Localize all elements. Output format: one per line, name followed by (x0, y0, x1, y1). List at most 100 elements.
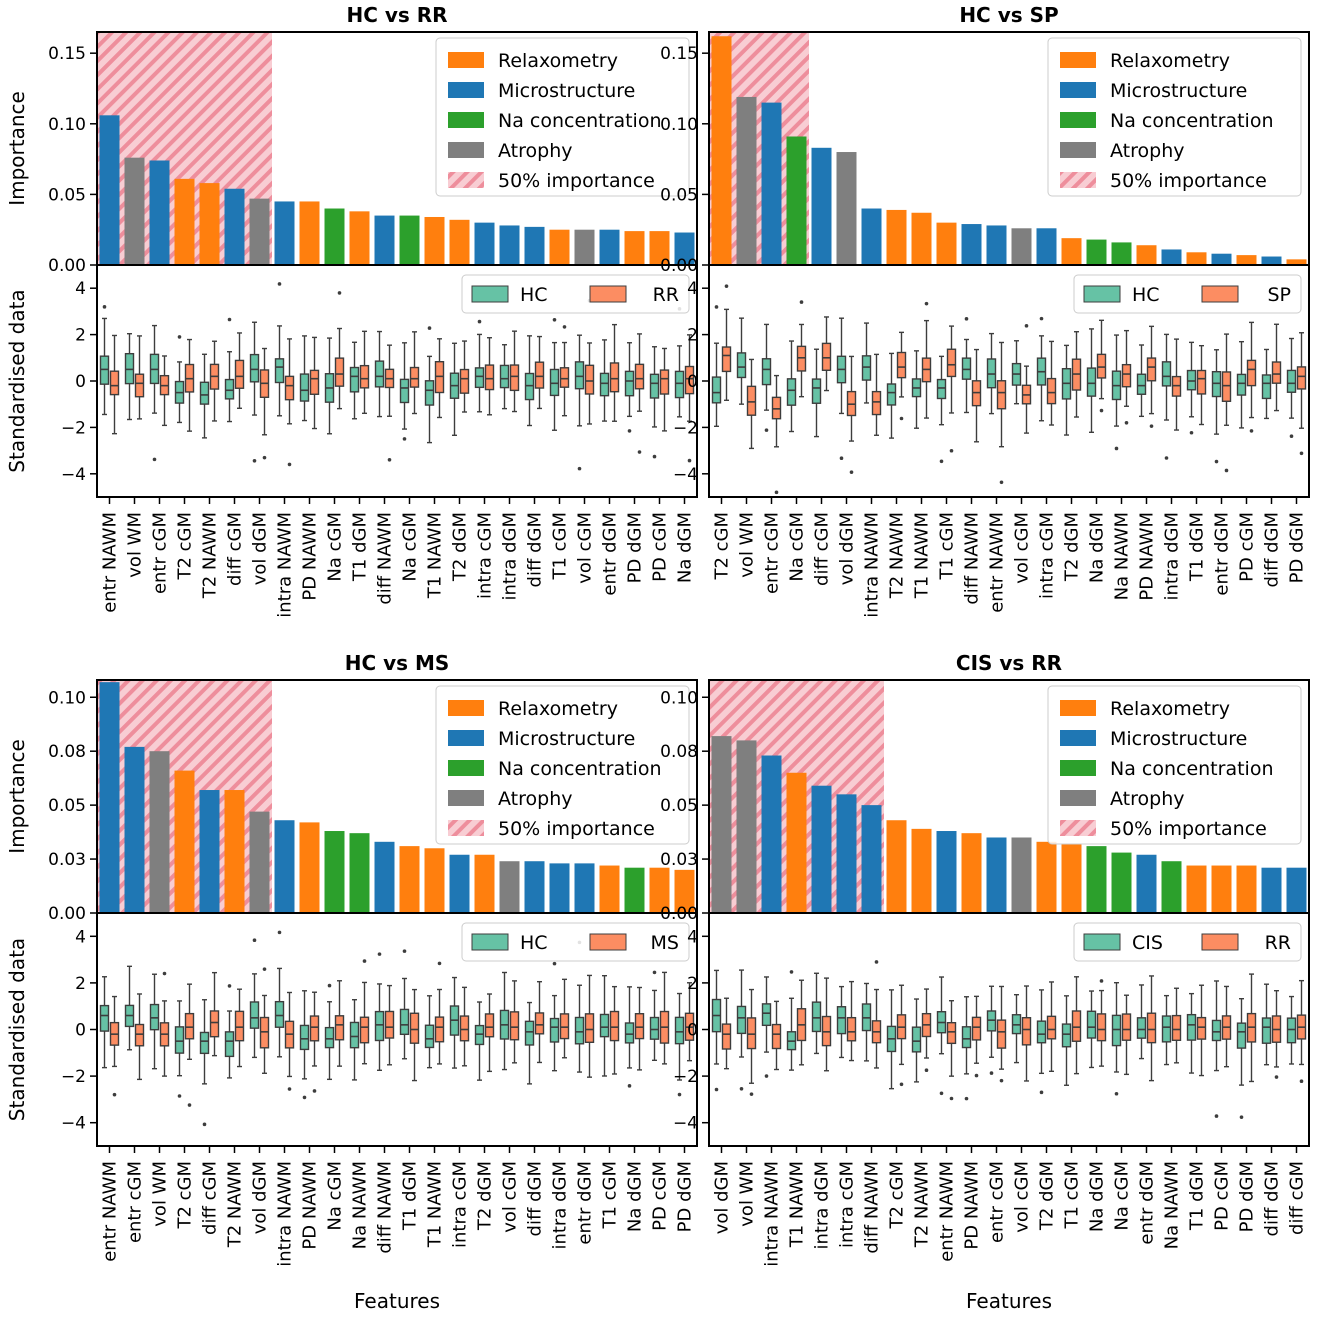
x-tick-label: T2 cGM (175, 512, 196, 581)
box-outlier (552, 961, 557, 966)
x-tick-label: Na cGM (787, 512, 808, 582)
legend-swatch (1060, 142, 1096, 158)
box-group2 (1121, 363, 1132, 388)
legend-label: Na concentration (498, 110, 662, 132)
box-group1 (1111, 1014, 1122, 1047)
importance-bar (424, 216, 445, 265)
x-tick-label: entr cGM (987, 1161, 1008, 1243)
box-group1 (499, 364, 510, 389)
box-outlier (652, 970, 657, 975)
box-group2 (1246, 359, 1257, 387)
legend-label: Na concentration (1110, 110, 1274, 132)
box-outlier (1189, 430, 1194, 435)
box-group2 (871, 390, 882, 416)
box-group1 (1136, 1017, 1147, 1039)
box-outlier (1114, 446, 1119, 451)
box-outlier (577, 466, 582, 471)
box-outlier (999, 480, 1004, 485)
legend-swatch (1201, 933, 1239, 951)
box-group2 (584, 1013, 595, 1043)
box-group1 (961, 1026, 972, 1049)
importance-bar (299, 822, 320, 913)
x-tick-label: T2 cGM (712, 512, 733, 581)
x-tick-label: PD NAWM (300, 1161, 321, 1250)
x-tick-label: intra NAWM (762, 1161, 783, 1267)
box-outlier (252, 938, 257, 943)
x-tick-label: T1 cGM (600, 1161, 621, 1230)
x-tick-label: diff cGM (200, 1161, 221, 1235)
legend-label: 50% importance (498, 818, 655, 840)
y-tick-label: 4 (687, 927, 698, 947)
box-group2 (534, 361, 545, 389)
x-tick-label: T1 NAWM (787, 1161, 808, 1248)
importance-bar (499, 861, 520, 913)
legend-label: Relaxometry (498, 698, 618, 720)
box-group2 (209, 1010, 220, 1038)
x-tick-label: intra cGM (475, 512, 496, 599)
x-tick-label: diff NAWM (375, 512, 396, 605)
x-tick-label: T1 dGM (1187, 1161, 1208, 1231)
importance-bar (786, 772, 807, 913)
importance-bar (1286, 867, 1307, 913)
legend-swatch (448, 52, 484, 68)
box-group2 (559, 367, 570, 388)
box-group1 (199, 1031, 210, 1055)
box-group2 (1171, 1014, 1182, 1041)
x-tick-label: PD cGM (1237, 512, 1258, 582)
y-tick-label: 0 (687, 1021, 698, 1041)
box-group1 (674, 370, 685, 399)
y-tick-label: 0.10 (48, 688, 86, 708)
box-group2 (634, 363, 645, 390)
box-group2 (1071, 1010, 1082, 1042)
box-group1 (599, 1013, 610, 1038)
box-outlier (477, 319, 482, 324)
box-group2 (409, 366, 420, 388)
box-group2 (559, 1013, 570, 1040)
box-group2 (1146, 357, 1157, 382)
x-tick-label: Na NAWM (350, 1161, 371, 1249)
legend-swatch (471, 933, 509, 951)
box-group2 (109, 370, 120, 396)
box-axes-frame (708, 264, 1310, 498)
x-tick-label: T1 NAWM (425, 1161, 446, 1248)
importance-bar (1186, 252, 1207, 265)
x-tick-label: T1 cGM (937, 512, 958, 581)
y-tick-label: 0.00 (660, 904, 698, 924)
box-group1 (224, 1031, 235, 1058)
x-tick-label: PD dGM (1237, 1161, 1258, 1232)
importance-bar (124, 746, 145, 913)
legend-label: Microstructure (498, 728, 635, 750)
box-group2 (484, 1013, 495, 1038)
importance-bar (711, 36, 732, 266)
box-group1 (1211, 1019, 1222, 1042)
box-outlier (774, 490, 779, 495)
box-outlier (677, 1092, 682, 1097)
x-tick-label: intra cGM (450, 1161, 471, 1248)
x-tick-label: vol cGM (1012, 1161, 1033, 1233)
x-tick-label: vol dGM (837, 512, 858, 585)
box-outlier (899, 416, 904, 421)
box-group1 (649, 1016, 660, 1040)
box-group1 (249, 353, 260, 383)
importance-bar (349, 833, 370, 913)
legend-label: 50% importance (1110, 170, 1267, 192)
chart-panel-1: HC vs RR 0.00 0.05 0.10 0.15 Importance Relaxo… (5, 3, 698, 618)
box-group2 (1096, 353, 1107, 379)
legend-swatch (448, 820, 484, 836)
x-tick-label: T1 NAWM (425, 512, 446, 599)
legend-swatch (1060, 82, 1096, 98)
importance-bar (474, 222, 495, 265)
importance-bar (674, 232, 695, 265)
box-group1 (1236, 1022, 1247, 1049)
box-group1 (574, 361, 585, 390)
x-tick-label: intra NAWM (275, 512, 296, 618)
box-group1 (711, 376, 722, 404)
x-tick-label: T1 cGM (550, 512, 571, 581)
box-group1 (224, 378, 235, 400)
importance-bar (836, 152, 857, 265)
importance-bar (174, 770, 195, 913)
box-group2 (1196, 369, 1207, 395)
box-group2 (309, 369, 320, 395)
box-group1 (1186, 1013, 1197, 1041)
box-group1 (1036, 1020, 1047, 1044)
